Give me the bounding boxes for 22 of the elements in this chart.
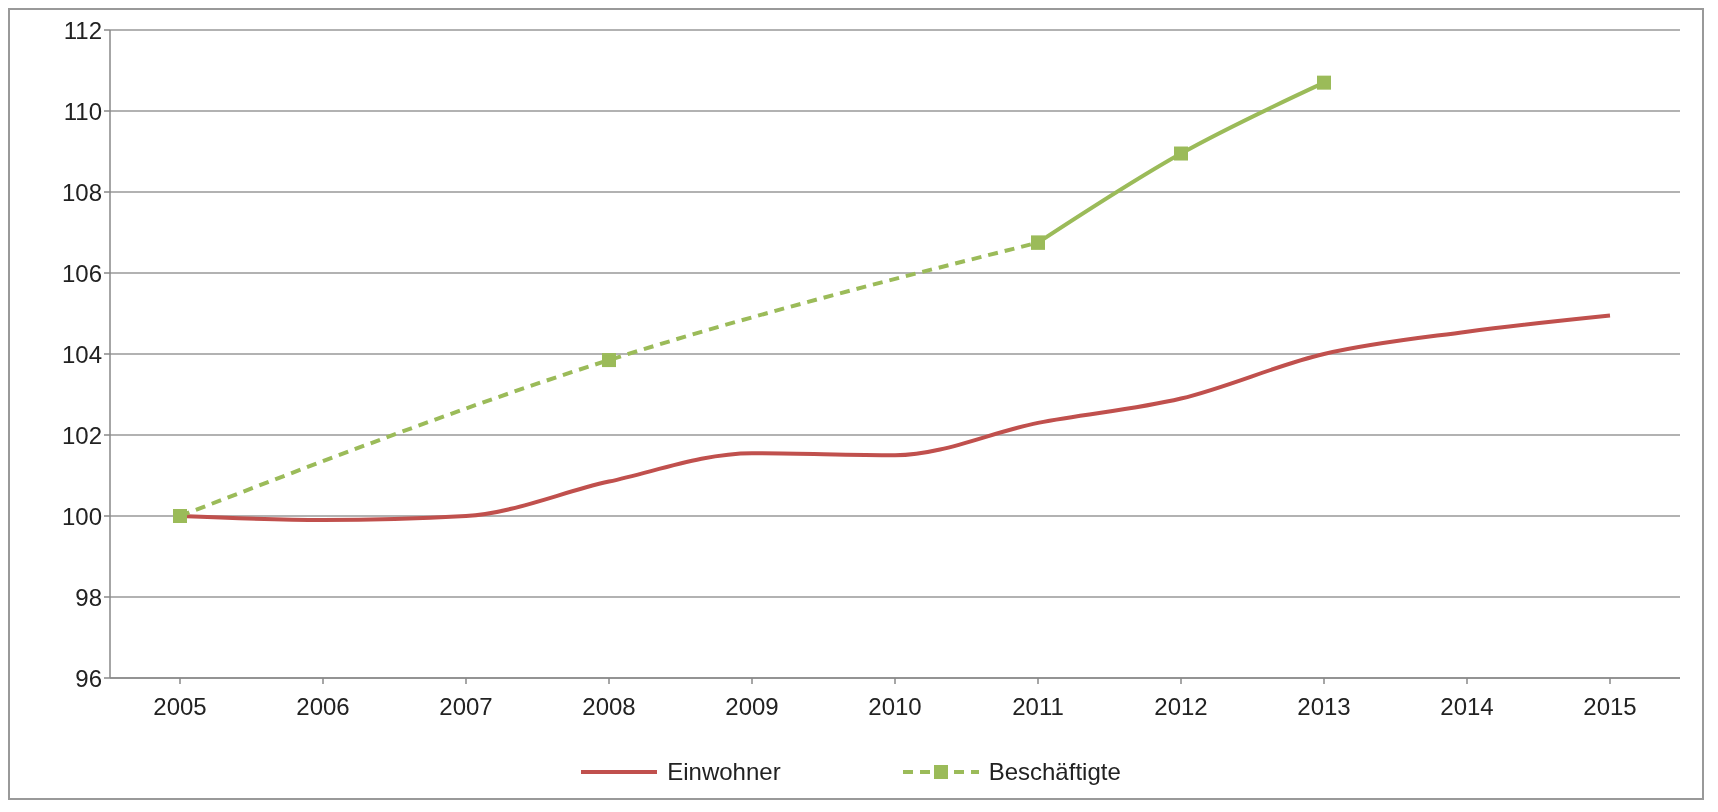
y-tick-label: 104 — [61, 340, 102, 368]
y-tick-label: 108 — [61, 178, 102, 206]
x-tick-label: 2007 — [439, 693, 493, 721]
x-tick-label: 2008 — [582, 693, 636, 721]
x-tick-label: 2011 — [1012, 693, 1064, 721]
y-tick-label: 112 — [63, 16, 102, 44]
x-tick-label: 2009 — [725, 693, 779, 721]
x-tick-label: 2006 — [296, 693, 350, 721]
x-tick-label: 2012 — [1154, 693, 1208, 721]
x-tick-label: 2005 — [153, 693, 207, 721]
x-tick-label: 2010 — [868, 693, 922, 721]
y-tick-label: 102 — [61, 421, 102, 449]
legend-label: Einwohner — [666, 758, 781, 786]
y-tick-label: 106 — [61, 259, 102, 287]
legend-label: Beschäftigte — [987, 758, 1121, 786]
x-tick-label: 2015 — [1583, 693, 1637, 721]
x-tick-label: 2013 — [1297, 693, 1351, 721]
y-tick-label: 96 — [75, 664, 102, 692]
x-tick-label: 2014 — [1440, 693, 1494, 721]
y-tick-label: 110 — [63, 97, 102, 125]
y-tick-label: 98 — [75, 583, 102, 611]
y-tick-label: 100 — [61, 502, 102, 530]
